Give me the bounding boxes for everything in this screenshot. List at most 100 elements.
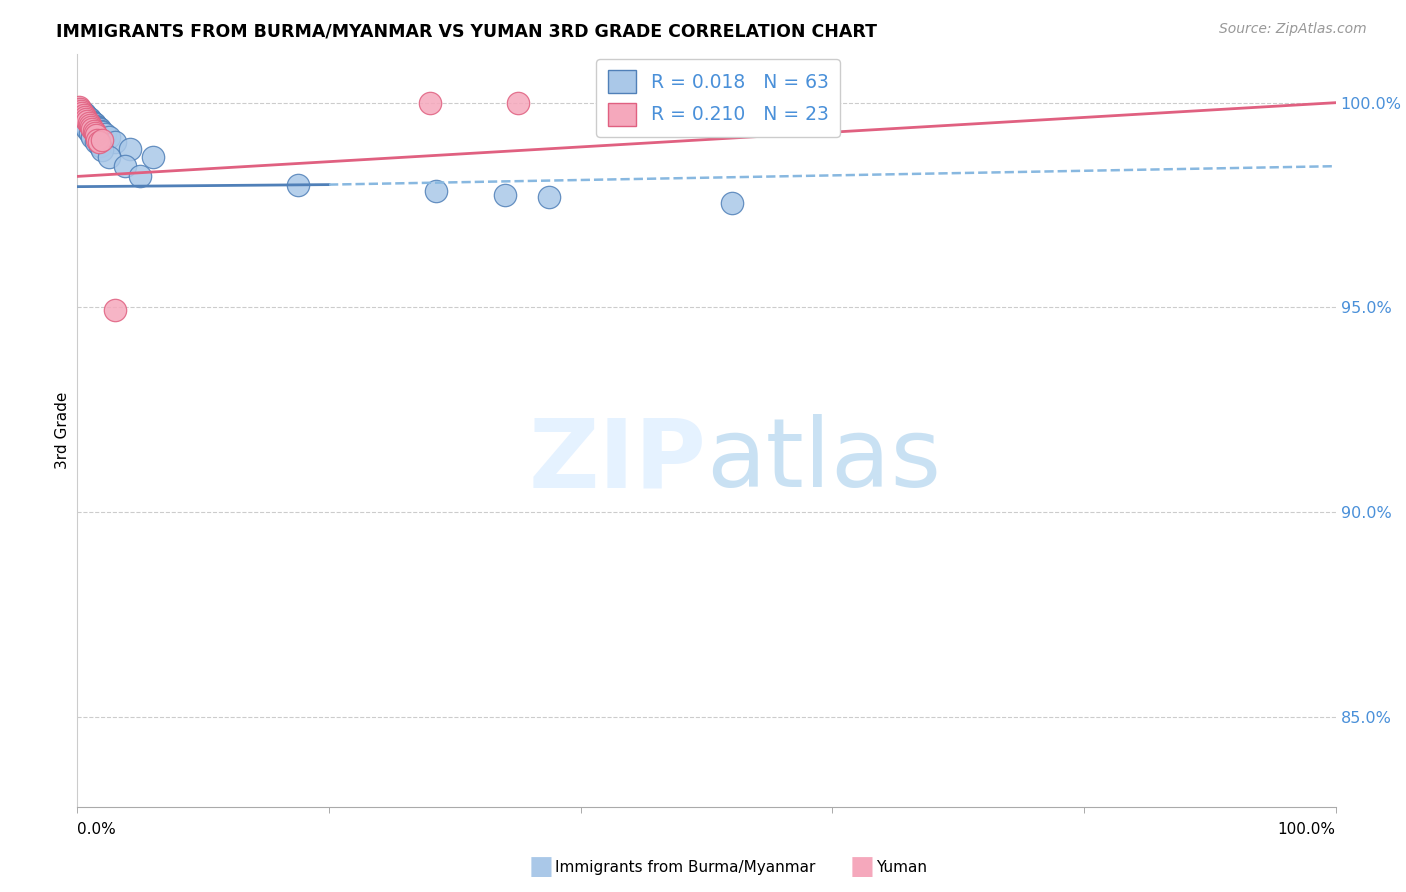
Point — [72, 108, 94, 122]
Text: Yuman: Yuman — [876, 860, 927, 874]
Point — [69, 103, 91, 118]
Text: atlas: atlas — [707, 414, 942, 507]
Point — [76, 114, 98, 128]
Point — [84, 119, 107, 133]
Y-axis label: 3rd Grade: 3rd Grade — [55, 392, 70, 469]
Point — [75, 112, 97, 127]
Point — [75, 112, 97, 126]
Point — [86, 120, 108, 134]
Point — [79, 127, 101, 141]
Point — [80, 120, 103, 135]
Point — [73, 109, 96, 123]
Point — [73, 118, 96, 132]
Point — [83, 116, 105, 130]
Point — [72, 108, 94, 122]
Point — [79, 118, 101, 132]
Point — [77, 113, 100, 128]
Text: ZIP: ZIP — [529, 414, 707, 507]
Point — [97, 130, 120, 145]
Point — [75, 111, 97, 125]
Text: 100.0%: 100.0% — [1278, 822, 1336, 838]
Point — [82, 122, 104, 136]
Point — [76, 112, 98, 126]
Point — [104, 135, 127, 149]
Point — [82, 117, 104, 131]
Point — [104, 302, 127, 317]
Point — [129, 169, 152, 184]
Point — [87, 135, 110, 149]
Point — [720, 100, 742, 114]
Point — [72, 106, 94, 120]
Point — [506, 95, 529, 110]
Point — [72, 109, 94, 123]
Legend: R = 0.018   N = 63, R = 0.210   N = 23: R = 0.018 N = 63, R = 0.210 N = 23 — [596, 59, 839, 136]
Point — [84, 127, 107, 141]
Point — [67, 100, 90, 114]
Point — [84, 135, 107, 149]
Point — [87, 121, 110, 136]
Point — [69, 106, 91, 120]
Point — [120, 142, 142, 156]
Point — [419, 95, 441, 110]
Point — [73, 112, 96, 126]
Point — [75, 109, 97, 123]
Point — [84, 128, 107, 143]
Point — [70, 107, 93, 121]
Point — [80, 116, 103, 130]
Point — [538, 190, 561, 204]
Point — [72, 104, 94, 119]
Point — [287, 178, 309, 192]
Point — [79, 112, 101, 127]
Point — [83, 124, 105, 138]
Text: ■: ■ — [529, 854, 554, 880]
Point — [76, 110, 98, 124]
Point — [97, 150, 120, 164]
Point — [72, 114, 94, 128]
Text: 0.0%: 0.0% — [77, 822, 117, 838]
Point — [70, 105, 93, 120]
Point — [82, 130, 104, 145]
Point — [94, 127, 117, 141]
Point — [73, 107, 96, 121]
Point — [82, 115, 104, 129]
Point — [79, 117, 101, 131]
Point — [67, 102, 90, 116]
Point — [76, 122, 98, 136]
Point — [73, 113, 96, 128]
Point — [80, 113, 103, 128]
Point — [69, 102, 91, 116]
Point — [77, 112, 100, 126]
Point — [72, 106, 94, 120]
Point — [72, 110, 94, 124]
Point — [84, 117, 107, 131]
Point — [114, 159, 136, 173]
Point — [633, 95, 655, 110]
Point — [90, 123, 112, 137]
Point — [89, 138, 111, 153]
Point — [91, 125, 114, 139]
Point — [79, 114, 101, 128]
Point — [70, 112, 93, 126]
Text: Source: ZipAtlas.com: Source: ZipAtlas.com — [1219, 22, 1367, 37]
Point — [494, 187, 516, 202]
Point — [86, 132, 108, 146]
Point — [72, 111, 94, 125]
Point — [72, 116, 94, 130]
Point — [72, 112, 94, 126]
Point — [70, 103, 93, 118]
Point — [72, 107, 94, 121]
Point — [91, 143, 114, 157]
Point — [720, 196, 742, 211]
Point — [91, 133, 114, 147]
Point — [425, 184, 447, 198]
Point — [142, 150, 165, 164]
Text: ■: ■ — [849, 854, 875, 880]
Point — [69, 108, 91, 122]
Point — [77, 116, 100, 130]
Text: Immigrants from Burma/Myanmar: Immigrants from Burma/Myanmar — [555, 860, 815, 874]
Point — [73, 110, 96, 124]
Point — [75, 120, 97, 135]
Point — [89, 122, 111, 136]
Text: IMMIGRANTS FROM BURMA/MYANMAR VS YUMAN 3RD GRADE CORRELATION CHART: IMMIGRANTS FROM BURMA/MYANMAR VS YUMAN 3… — [56, 22, 877, 40]
Point — [70, 103, 93, 117]
